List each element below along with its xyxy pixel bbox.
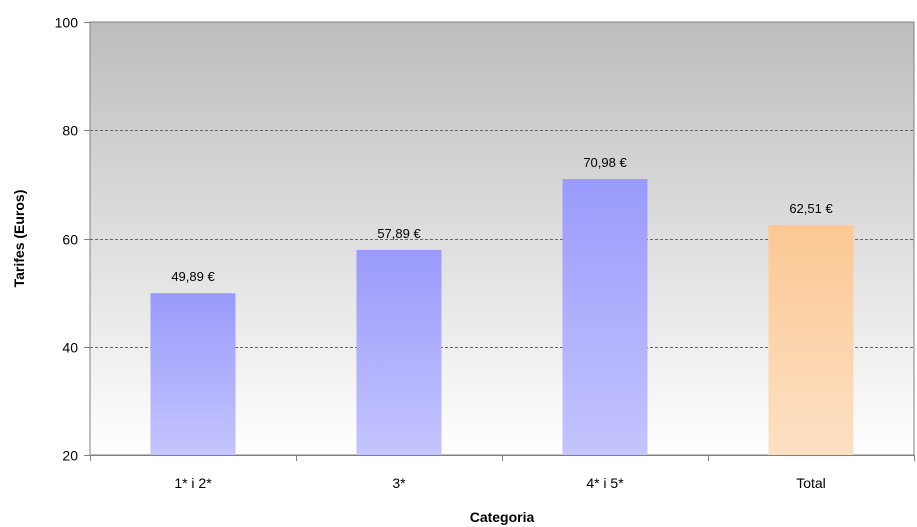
x-tick-label: Total xyxy=(796,475,826,491)
data-label: 49,89 € xyxy=(171,269,215,284)
bar xyxy=(768,224,854,455)
y-tick-label: 60 xyxy=(62,232,78,248)
y-tick-label: 100 xyxy=(55,15,79,31)
x-tick-label: 3* xyxy=(392,475,406,491)
bar xyxy=(356,249,442,455)
bars: 49,89 € 57,89 € 70,98 € 62,51 € xyxy=(150,155,854,456)
y-tick-label: 80 xyxy=(62,123,78,139)
data-label: 57,89 € xyxy=(377,226,421,241)
x-axis-title: Categoria xyxy=(470,509,535,525)
y-axis-title: Tarifes (Euros) xyxy=(11,190,27,288)
x-tick-label: 1* i 2* xyxy=(174,475,212,491)
data-label: 70,98 € xyxy=(583,155,627,170)
y-tick-label: 20 xyxy=(62,448,78,464)
axes: 20 40 60 80 100 1* i 2* 3* 4* i 5* Total xyxy=(55,15,915,491)
x-tick-label: 4* i 5* xyxy=(586,475,624,491)
y-tick-label: 40 xyxy=(62,340,78,356)
bar xyxy=(562,179,648,456)
bar xyxy=(150,293,236,455)
data-label: 62,51 € xyxy=(789,201,833,216)
